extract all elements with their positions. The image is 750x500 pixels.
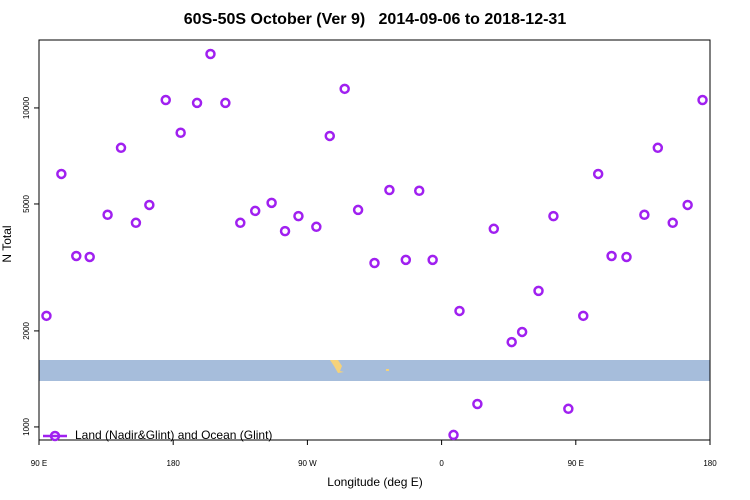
data-point (84, 251, 95, 263)
data-point (563, 403, 574, 415)
y-axis-label: N Total (0, 225, 14, 262)
data-point (621, 251, 632, 263)
x-axis-label: Longitude (deg E) (327, 475, 422, 489)
data-point (352, 204, 364, 216)
legend-marker (49, 430, 61, 442)
data-point (488, 223, 500, 235)
x-tick-label: 0 (439, 459, 444, 468)
data-point (516, 326, 528, 338)
data-point (606, 250, 617, 262)
data-point (175, 127, 186, 139)
data-point (293, 210, 304, 222)
data-point (205, 48, 216, 60)
data-point (427, 254, 438, 266)
legend: Land (Nadir&Glint) and Ocean (Glint) (43, 428, 272, 442)
x-tick-label: 180 (703, 459, 717, 468)
data-point (266, 197, 277, 209)
data-point (578, 310, 589, 322)
data-point (369, 257, 380, 269)
data-point (682, 199, 693, 211)
data-point (448, 429, 459, 441)
y-tick-label: 5000 (22, 195, 31, 213)
data-point (279, 225, 291, 237)
data-point (472, 398, 483, 410)
x-tick-label: 180 (167, 459, 181, 468)
data-point (115, 142, 127, 154)
data-point (533, 285, 544, 297)
data-point (249, 205, 261, 217)
y-tick-label: 10000 (22, 96, 31, 119)
data-point (400, 254, 412, 266)
land-shape (386, 369, 389, 371)
data-point (160, 94, 171, 106)
data-point (667, 217, 678, 229)
data-point (324, 130, 336, 142)
map-band (39, 360, 710, 381)
data-point (592, 168, 604, 180)
y-tick-label: 2000 (22, 321, 31, 339)
data-point (454, 305, 465, 317)
x-tick-label: 90 E (568, 459, 584, 468)
data-point (56, 168, 67, 180)
data-point (697, 94, 708, 106)
data-point (220, 97, 231, 109)
legend-label: Land (Nadir&Glint) and Ocean (Glint) (75, 428, 272, 442)
data-point (102, 209, 113, 221)
data-point (384, 184, 395, 196)
x-tick-label: 90 E (31, 459, 47, 468)
chart-title: 60S-50S October (Ver 9) 2014-09-06 to 20… (184, 11, 567, 28)
plot-frame (38, 39, 711, 441)
data-point (548, 210, 559, 222)
y-tick-label: 1000 (22, 417, 31, 435)
data-point (652, 142, 664, 154)
data-point (235, 217, 246, 229)
data-point (41, 310, 52, 322)
data-point (144, 199, 155, 211)
data-point (71, 250, 82, 262)
data-point (311, 221, 322, 233)
data-point (130, 217, 142, 229)
data-point (191, 97, 203, 109)
data-point (639, 209, 650, 221)
data-point (506, 336, 517, 348)
land-shape (330, 360, 344, 373)
x-tick-label: 90 W (298, 459, 317, 468)
data-point (413, 185, 425, 197)
data-point (339, 83, 350, 95)
